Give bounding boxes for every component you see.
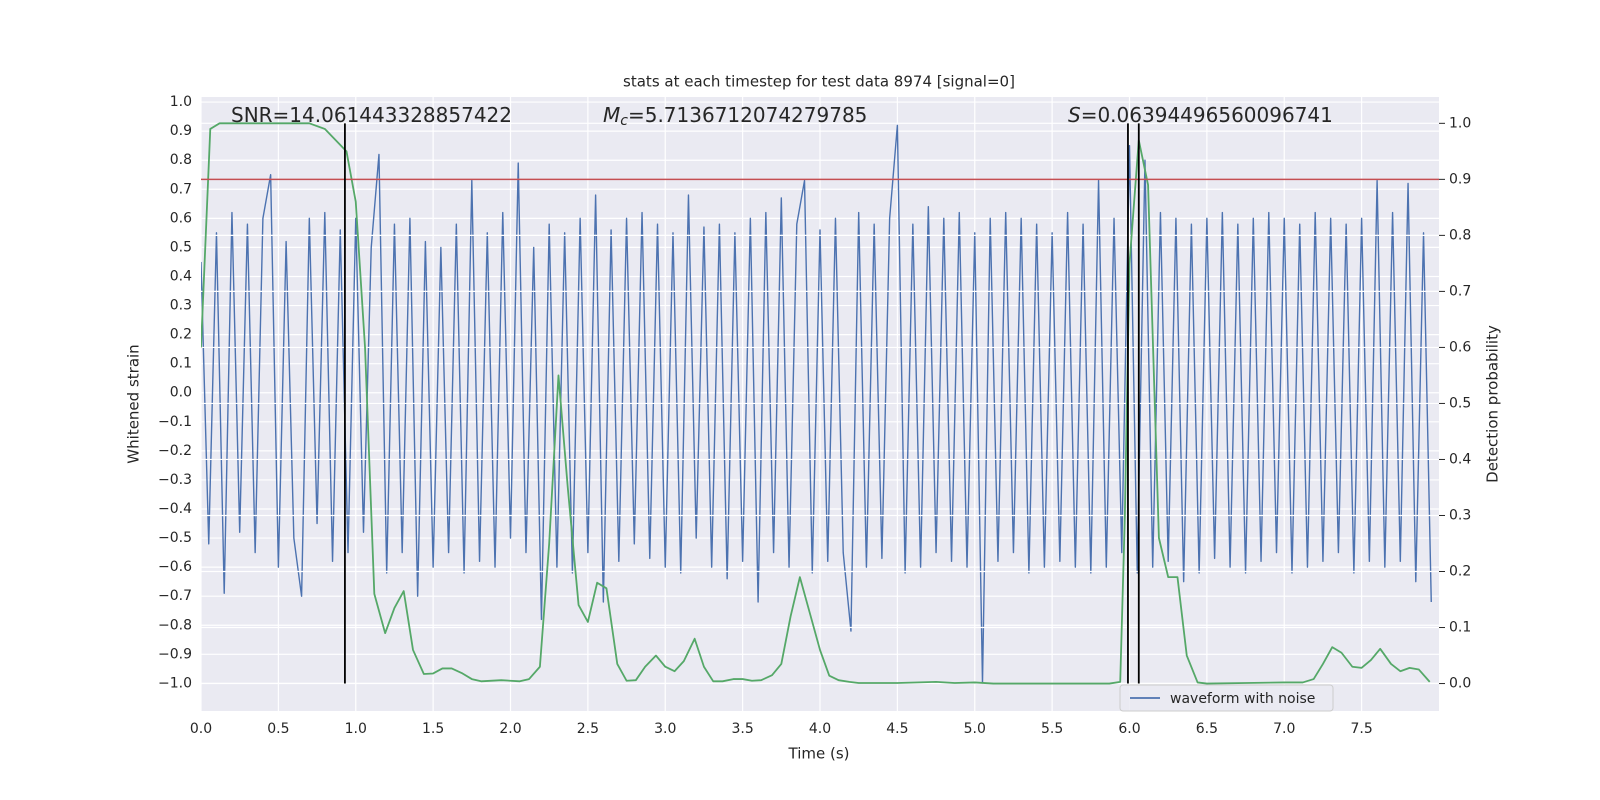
x-tick-label: 2.0 [499, 721, 521, 737]
y-tick-label: 1.0 [170, 94, 192, 110]
y-tick-label: 0.3 [170, 298, 192, 314]
y2-tick-label: 0.8 [1449, 227, 1471, 243]
annotation-value: =0.06394496560096741 [1081, 103, 1333, 127]
legend-box [1119, 684, 1334, 712]
legend-label: waveform with noise [1170, 691, 1315, 707]
y-tick-label: −0.5 [158, 530, 192, 546]
y-tick-label: −0.8 [158, 617, 192, 633]
x-tick-label: 7.5 [1350, 721, 1372, 737]
y2-tick-label: 0.2 [1449, 564, 1471, 580]
x-tick-label: 7.0 [1273, 721, 1295, 737]
y2-tick-label: 0.6 [1449, 339, 1471, 355]
y-tick-label: −0.9 [158, 646, 192, 662]
x-tick-label: 6.5 [1196, 721, 1218, 737]
chart-title: stats at each timestep for test data 897… [623, 73, 1015, 91]
probability-line [201, 122, 1431, 685]
y2-tick-label: 0.3 [1449, 507, 1471, 523]
y2-tick-label: 0.7 [1449, 283, 1471, 299]
y-tick-label: −0.2 [158, 443, 192, 459]
x-tick-label: 1.0 [345, 721, 367, 737]
y-tick-label: −0.6 [158, 559, 192, 575]
x-tick-label: 0.5 [267, 721, 289, 737]
x-tick-label: 1.5 [422, 721, 444, 737]
y2-tick-label: 1.0 [1449, 115, 1471, 131]
x-tick-label: 4.0 [809, 721, 831, 737]
annotation-symbol: M [603, 103, 620, 127]
y2-axis-label: Detection probability [1484, 325, 1502, 483]
y2-tick-label: 0.0 [1449, 676, 1471, 692]
annotation: SNR=14.061443328857422 [231, 103, 512, 127]
y-tick-label: −0.7 [158, 588, 192, 604]
y-tick-label: −0.1 [158, 414, 192, 430]
x-tick-label: 2.5 [577, 721, 599, 737]
x-tick-label: 4.5 [886, 721, 908, 737]
annotation-symbol: S [1068, 103, 1081, 127]
y2-tick-label: 0.5 [1449, 395, 1471, 411]
y2-tick-label: 0.4 [1449, 451, 1471, 467]
y-tick-label: 0.6 [170, 210, 192, 226]
y-tick-label: 0.5 [170, 239, 192, 255]
annotation: S=0.06394496560096741 [1068, 103, 1333, 127]
x-tick-label: 3.0 [654, 721, 676, 737]
x-axis-label: Time (s) [788, 745, 850, 763]
waveform-line [201, 124, 1432, 685]
x-tick-label: 3.5 [731, 721, 753, 737]
y-tick-label: 0.1 [170, 356, 192, 372]
y2-tick-label: 0.9 [1449, 171, 1471, 187]
y-tick-label: 0.8 [170, 152, 192, 168]
y-axis-label: Whitened strain [125, 344, 143, 463]
annotation-subscript: c [620, 113, 628, 129]
y-tick-label: 0.9 [170, 123, 192, 139]
annotation-value: =5.7136712074279785 [628, 103, 867, 127]
y2-tick-label: 0.1 [1449, 620, 1471, 636]
y-tick-label: −1.0 [158, 675, 192, 691]
y-tick-label: 0.0 [170, 385, 192, 401]
y-tick-label: −0.3 [158, 472, 192, 488]
x-tick-label: 6.0 [1118, 721, 1140, 737]
y-tick-label: 0.7 [170, 181, 192, 197]
y-tick-label: 0.2 [170, 327, 192, 343]
annotation-value: SNR=14.061443328857422 [231, 103, 512, 127]
x-tick-label: 5.5 [1041, 721, 1063, 737]
annotation: Mc=5.7136712074279785 [603, 103, 867, 130]
y-tick-label: −0.4 [158, 501, 192, 517]
x-tick-label: 0.0 [190, 721, 212, 737]
x-tick-label: 5.0 [964, 721, 986, 737]
y-tick-label: 0.4 [170, 268, 192, 284]
